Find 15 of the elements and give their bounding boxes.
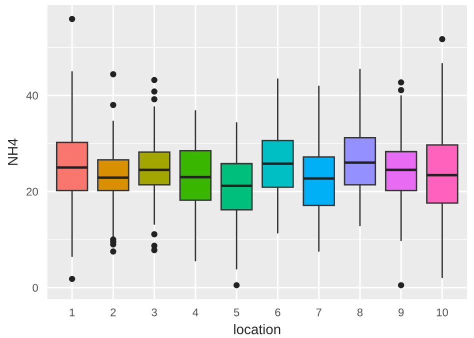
x-tick-label: 6 [275,308,280,316]
x-tick-label: 3 [152,308,157,316]
x-tick-label: 8 [357,308,363,316]
x-tick-label: 2 [110,308,116,316]
y-tick-label: 40 [26,92,38,100]
x-tick-label: 7 [316,308,322,316]
x-axis-title: location [234,324,280,334]
y-tick-label: 20 [26,188,38,196]
x-tick-label: 4 [192,308,198,316]
x-tick-label: 9 [398,308,404,316]
x-tick-label: 5 [234,308,240,316]
x-tick-label: 10 [436,308,448,316]
y-axis-title: NH4 [8,138,18,165]
y-tick-label: 0 [32,284,38,292]
x-tick-label: 1 [70,308,75,316]
